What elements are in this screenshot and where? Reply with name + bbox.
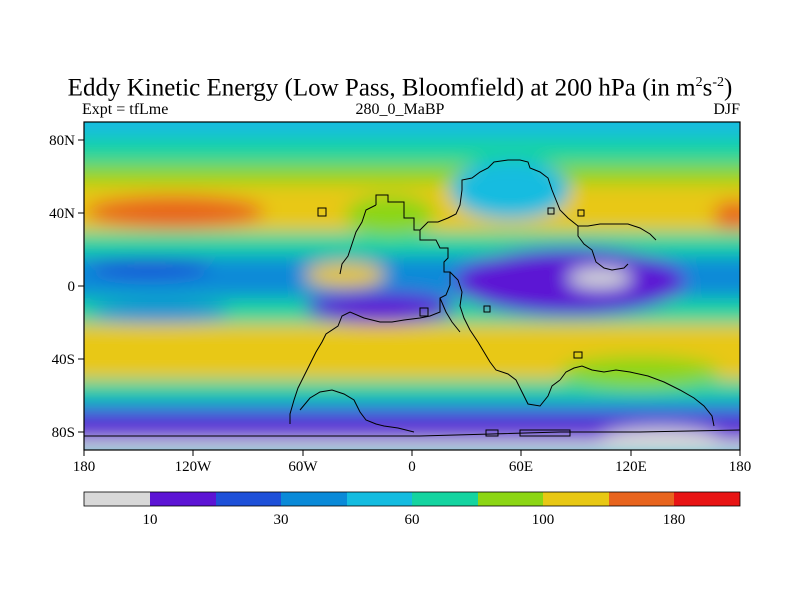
colorbar-swatch xyxy=(609,492,674,506)
colorbar-label: 60 xyxy=(405,512,420,528)
colorbar-swatch xyxy=(412,492,478,506)
lon-label-60e: 60E xyxy=(509,459,533,475)
colorbar-swatch xyxy=(84,492,150,506)
colorbar-swatch xyxy=(281,492,347,506)
colorbar-swatch xyxy=(347,492,412,506)
map-title: Eddy Kinetic Energy (Low Pass, Bloomfiel… xyxy=(67,74,733,102)
lat-label-0: 0 xyxy=(68,279,76,295)
continent-outlines xyxy=(84,159,740,437)
lon-label-180e: 180 xyxy=(729,459,752,475)
colorbar-label: 100 xyxy=(532,512,555,528)
lon-label-120w: 120W xyxy=(175,459,213,475)
colorbar-label: 180 xyxy=(663,512,686,528)
colorbar-swatch xyxy=(150,492,216,506)
lat-label-80n: 80N xyxy=(49,133,75,149)
lon-label-120e: 120E xyxy=(615,459,647,475)
colorbar-label: 10 xyxy=(143,512,158,528)
lat-label-80s: 80S xyxy=(52,425,75,441)
colorbar-swatch xyxy=(543,492,609,506)
colorbar-frame xyxy=(83,491,741,507)
lat-label-40n: 40N xyxy=(49,206,75,222)
colorbar-swatch xyxy=(216,492,281,506)
colorbar: 10 30 60 100 180 xyxy=(83,491,741,528)
lon-label-0: 0 xyxy=(408,459,416,475)
colorbar-label: 30 xyxy=(274,512,289,528)
season-label: DJF xyxy=(713,101,740,118)
colorbar-swatch xyxy=(478,492,543,506)
colorbar-swatch xyxy=(674,492,740,506)
lon-ticks xyxy=(83,450,741,456)
case-label: 280_0_MaBP xyxy=(355,101,445,118)
lat-ticks xyxy=(78,139,84,433)
lon-label-180w: 180 xyxy=(73,459,96,475)
energy-field xyxy=(84,122,740,450)
experiment-label: Expt = tfLme xyxy=(82,101,169,118)
lon-label-60w: 60W xyxy=(288,459,318,475)
lat-label-40s: 40S xyxy=(52,352,75,368)
